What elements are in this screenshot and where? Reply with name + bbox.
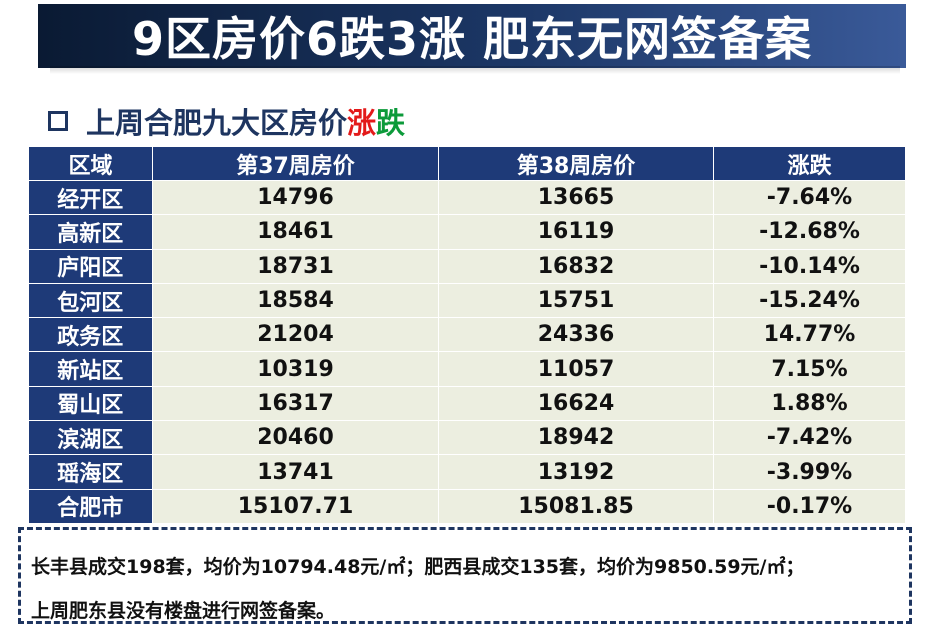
header-region: 区域 xyxy=(28,146,153,181)
table-row: 庐阳区 18731 16832 -10.14% xyxy=(28,249,906,284)
header-week38: 第38周房价 xyxy=(438,146,714,181)
table-row: 合肥市 15107.71 15081.85 -0.17% xyxy=(28,489,906,524)
change-cell: -0.17% xyxy=(713,489,906,524)
region-cell: 合肥市 xyxy=(28,489,153,524)
table-row: 蜀山区 16317 16624 1.88% xyxy=(28,386,906,422)
region-cell: 包河区 xyxy=(28,283,153,319)
week38-price-cell: 15081.85 xyxy=(438,489,714,524)
page-title: 9区房价6跌3涨 肥东无网签备案 xyxy=(38,4,906,68)
change-cell: 7.15% xyxy=(713,351,906,387)
week37-price-cell: 10319 xyxy=(152,351,439,387)
change-cell: -15.24% xyxy=(713,283,906,319)
week37-price-cell: 14796 xyxy=(152,180,439,216)
change-cell: -7.64% xyxy=(713,180,906,216)
week38-price-cell: 11057 xyxy=(438,351,714,387)
table-row: 瑶海区 13741 13192 -3.99% xyxy=(28,454,906,490)
title-shadow xyxy=(50,66,900,74)
change-cell: -12.68% xyxy=(713,214,906,250)
week37-price-cell: 13741 xyxy=(152,454,439,490)
region-cell: 经开区 xyxy=(28,180,153,216)
region-cell: 高新区 xyxy=(28,214,153,250)
change-cell: -3.99% xyxy=(713,454,906,490)
section-heading-rise: 涨 xyxy=(347,106,377,140)
region-cell: 新站区 xyxy=(28,351,153,387)
region-cell: 政务区 xyxy=(28,317,153,353)
week37-price-cell: 20460 xyxy=(152,420,439,456)
week38-price-cell: 16832 xyxy=(438,249,714,284)
week37-price-cell: 18584 xyxy=(152,283,439,319)
table-row: 包河区 18584 15751 -15.24% xyxy=(28,283,906,319)
square-bullet-icon xyxy=(48,111,68,131)
table-row: 政务区 21204 24336 14.77% xyxy=(28,317,906,353)
note-box: 长丰县成交198套，均价为10794.48元/㎡；肥西县成交135套，均价为98… xyxy=(18,527,912,624)
region-cell: 瑶海区 xyxy=(28,454,153,490)
week38-price-cell: 15751 xyxy=(438,283,714,319)
table-row: 经开区 14796 13665 -7.64% xyxy=(28,180,906,216)
week38-price-cell: 16624 xyxy=(438,386,714,422)
week38-price-cell: 24336 xyxy=(438,317,714,353)
header-week37: 第37周房价 xyxy=(152,146,439,181)
week38-price-cell: 13192 xyxy=(438,454,714,490)
week38-price-cell: 18942 xyxy=(438,420,714,456)
note-line-1: 长丰县成交198套，均价为10794.48元/㎡；肥西县成交135套，均价为98… xyxy=(31,556,805,578)
table-body: 经开区 14796 13665 -7.64% 高新区 18461 16119 -12.68% 庐… xyxy=(28,180,906,524)
change-cell: -10.14% xyxy=(713,249,906,284)
header-change: 涨跌 xyxy=(713,146,906,181)
region-cell: 庐阳区 xyxy=(28,249,153,284)
section-heading-text: 上周合肥九大区房价 xyxy=(86,106,348,140)
table-header-row: 区域 第37周房价 第38周房价 涨跌 xyxy=(28,146,906,181)
region-cell: 蜀山区 xyxy=(28,386,153,422)
week37-price-cell: 18731 xyxy=(152,249,439,284)
change-cell: 1.88% xyxy=(713,386,906,422)
change-cell: 14.77% xyxy=(713,317,906,353)
table-row: 滨湖区 20460 18942 -7.42% xyxy=(28,420,906,456)
region-cell: 滨湖区 xyxy=(28,420,153,456)
change-cell: -7.42% xyxy=(713,420,906,456)
week37-price-cell: 15107.71 xyxy=(152,489,439,524)
week37-price-cell: 21204 xyxy=(152,317,439,353)
week38-price-cell: 13665 xyxy=(438,180,714,216)
week38-price-cell: 16119 xyxy=(438,214,714,250)
week37-price-cell: 16317 xyxy=(152,386,439,422)
week37-price-cell: 18461 xyxy=(152,214,439,250)
table-row: 高新区 18461 16119 -12.68% xyxy=(28,214,906,250)
table-row: 新站区 10319 11057 7.15% xyxy=(28,351,906,387)
note-line-2: 上周肥东县没有楼盘进行网签备案。 xyxy=(31,600,336,622)
section-heading-fall: 跌 xyxy=(376,106,406,140)
price-table: 区域 第37周房价 第38周房价 涨跌 经开区 14796 13665 -7.64% 高… xyxy=(28,146,906,524)
section-heading: 上周合肥九大区房价涨跌 xyxy=(48,98,405,144)
